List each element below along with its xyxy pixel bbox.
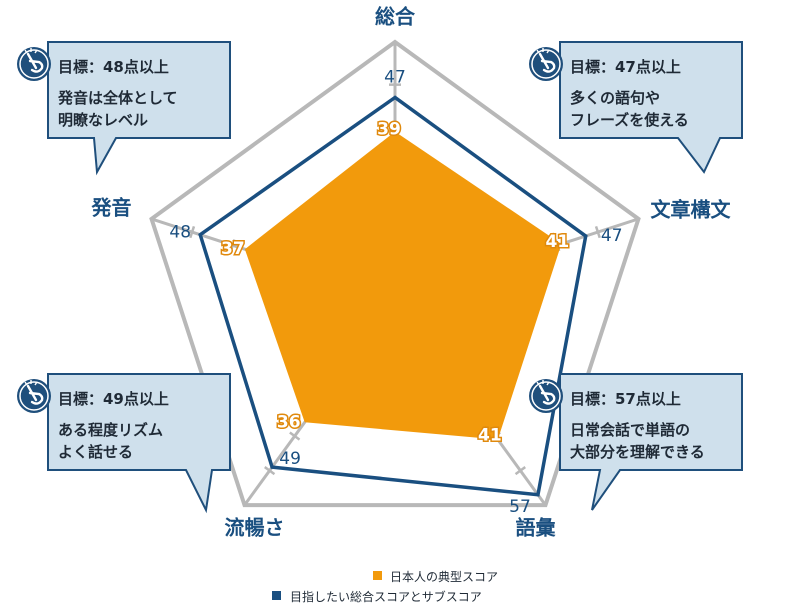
spoke-tick bbox=[514, 466, 526, 476]
pointing-hand-icon bbox=[17, 47, 51, 81]
callout-vocabulary: 目標：57点以上 日常会話で単語の 大部分を理解できる bbox=[529, 373, 743, 511]
target-value-label: 57 bbox=[509, 497, 531, 517]
spoke-tick bbox=[594, 225, 601, 239]
callout-box bbox=[47, 41, 231, 176]
axis-label-1: 文章構文 bbox=[650, 197, 731, 221]
callout-desc-2: 明瞭なレベル bbox=[58, 111, 148, 129]
callout-desc-1: 日常会話で単語の bbox=[570, 421, 690, 439]
callout-desc-2: 大部分を理解できる bbox=[570, 443, 705, 461]
callout-desc-1: ある程度リズム bbox=[58, 421, 163, 439]
typical-value-label: 41 bbox=[478, 426, 502, 446]
spoke-tick bbox=[289, 431, 301, 441]
legend-label-target: 目指したい総合スコアとサブスコア bbox=[290, 589, 482, 604]
callout-desc-2: フレーズを使える bbox=[570, 111, 689, 129]
typical-value-label: 39 bbox=[377, 120, 401, 140]
spoke-tick bbox=[229, 239, 236, 252]
grid-outer-ring bbox=[149, 39, 641, 508]
callout-box bbox=[559, 41, 743, 174]
callout-target: 目標：48点以上 bbox=[58, 58, 169, 76]
legend-item-target: 目指したい総合スコアとサブスコア bbox=[272, 589, 482, 604]
pointing-hand-icon bbox=[529, 47, 563, 81]
axis-label-4: 発音 bbox=[91, 195, 132, 219]
series-typical-area bbox=[244, 131, 562, 440]
target-value-label: 47 bbox=[601, 226, 623, 246]
spoke-tick bbox=[264, 466, 276, 476]
callout-box bbox=[47, 373, 231, 514]
series-layer bbox=[198, 95, 588, 497]
callout-target: 目標：47点以上 bbox=[570, 58, 681, 76]
target-value-label: 47 bbox=[384, 67, 406, 87]
pointing-hand-icon bbox=[17, 379, 51, 413]
series-target-line bbox=[198, 95, 588, 497]
legend-label-typical: 日本人の典型スコア bbox=[390, 570, 498, 584]
typical-value-label: 41 bbox=[546, 232, 570, 252]
callout-target: 目標：57点以上 bbox=[570, 390, 681, 408]
typical-value-label: 36 bbox=[277, 412, 301, 432]
callout-desc-1: 発音は全体として bbox=[57, 89, 178, 107]
axis-label-0: 総合 bbox=[375, 5, 416, 29]
target-value-label: 48 bbox=[169, 223, 191, 243]
legend-swatch-typical bbox=[373, 571, 382, 580]
legend: 日本人の典型スコア 目指したい総合スコアとサブスコア bbox=[272, 570, 498, 604]
callout-target: 目標：49点以上 bbox=[58, 390, 169, 408]
callout-pronunciation: 目標：48点以上 発音は全体として 明瞭なレベル bbox=[17, 41, 231, 176]
axis-label-2: 語彙 bbox=[515, 516, 556, 540]
legend-swatch-target bbox=[272, 591, 281, 600]
typical-value-label: 37 bbox=[221, 239, 245, 259]
legend-item-typical: 日本人の典型スコア bbox=[373, 570, 498, 584]
target-value-label: 49 bbox=[279, 449, 301, 469]
callout-desc-2: よく話せる bbox=[58, 443, 133, 461]
spoke-tick bbox=[189, 225, 196, 239]
callout-box bbox=[559, 373, 743, 511]
callout-sentence: 目標：47点以上 多くの語句や フレーズを使える bbox=[529, 41, 743, 174]
callout-desc-1: 多くの語句や bbox=[570, 89, 660, 107]
radar-grid bbox=[149, 39, 641, 508]
pointing-hand-icon bbox=[529, 379, 563, 413]
callout-fluency: 目標：49点以上 ある程度リズム よく話せる bbox=[17, 373, 231, 514]
axis-label-3: 流暢さ bbox=[225, 516, 285, 540]
